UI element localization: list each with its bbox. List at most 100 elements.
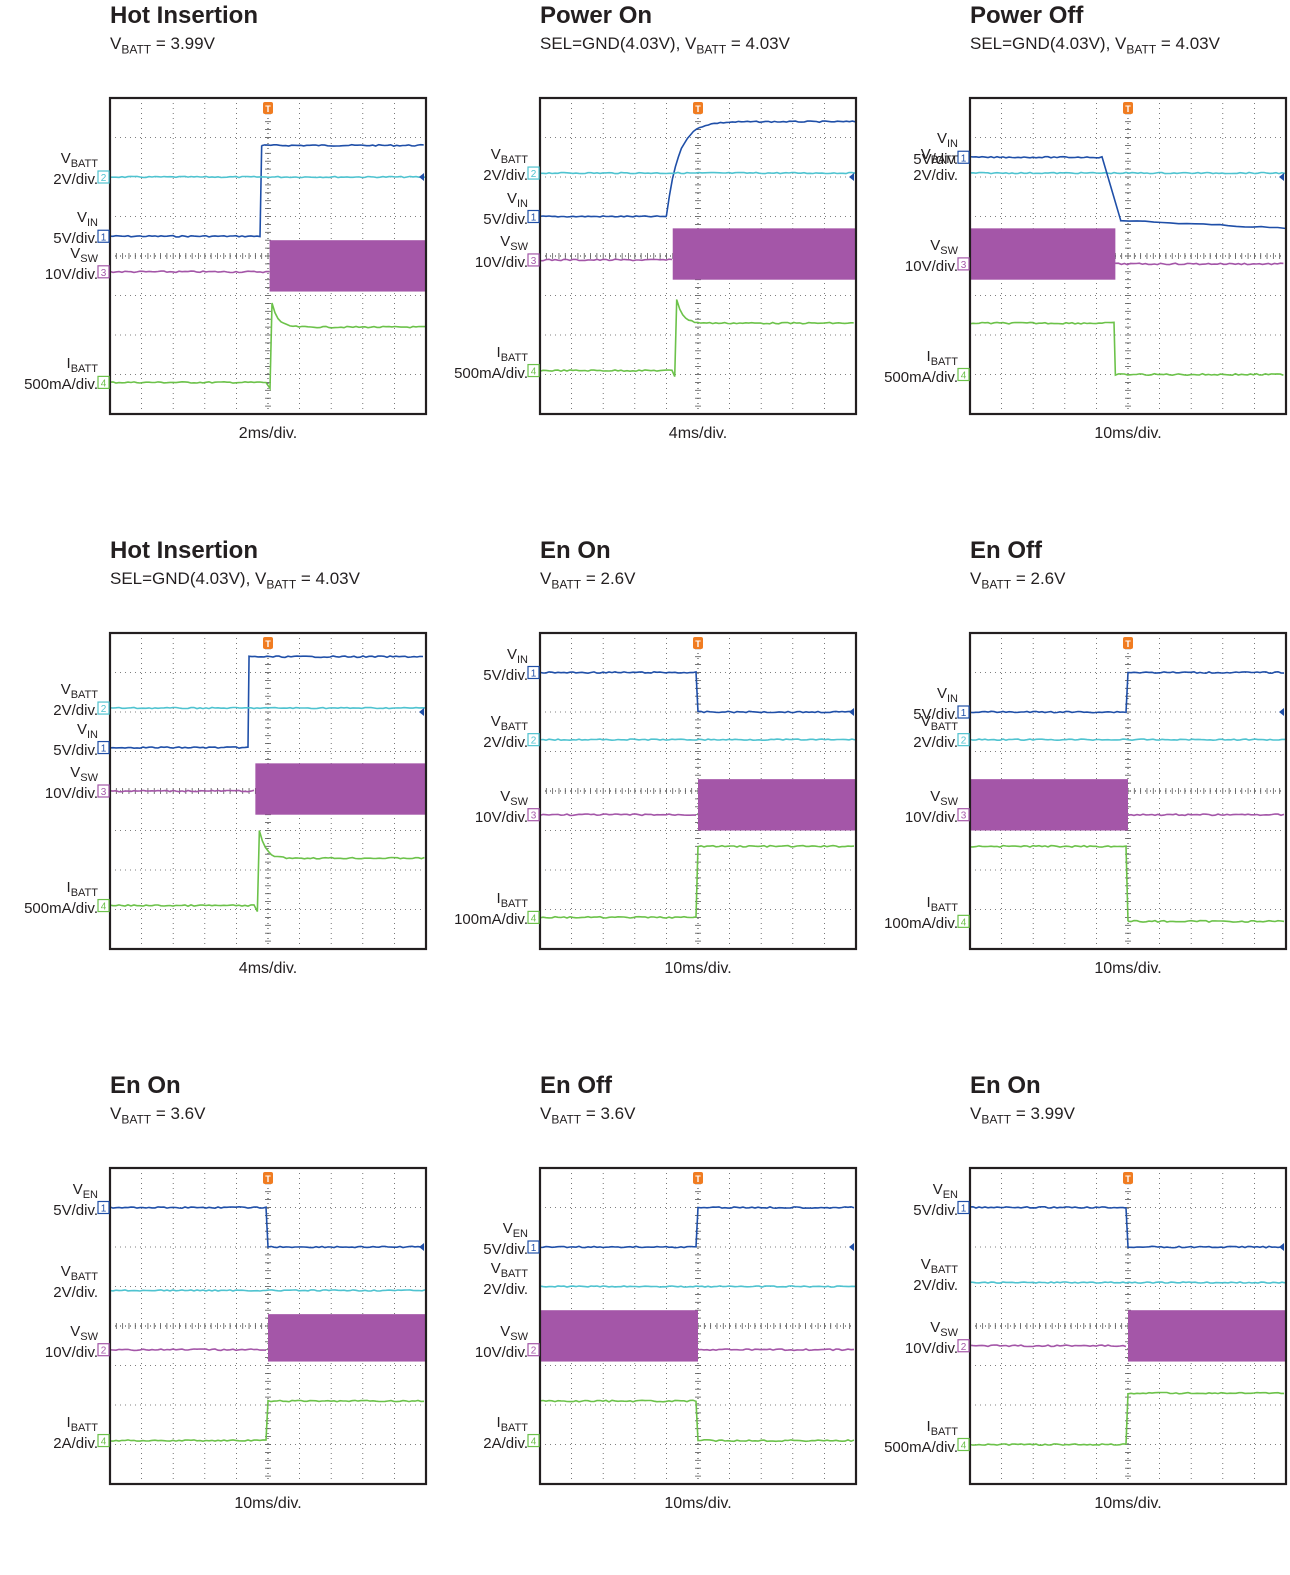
channel-name-sub: BATT bbox=[500, 720, 528, 733]
scope-panel: En On VBATT = 2.6V T 1 2 3 4 VIN 5V/div. VBATT 2V/… bbox=[430, 535, 860, 1040]
channel-marker bbox=[97, 740, 110, 755]
trace-ibatt bbox=[109, 302, 425, 391]
subtitle-post: = 2.6V bbox=[581, 569, 636, 588]
channel-marker-label: 3 bbox=[101, 268, 107, 279]
channel-name-sub: BATT bbox=[930, 154, 958, 167]
channel-name: VIN bbox=[53, 210, 98, 231]
channel-name: VBATT bbox=[53, 151, 98, 172]
channel-scale: 500mA/div. bbox=[24, 376, 98, 394]
channel-name: VEN bbox=[483, 1221, 528, 1242]
panel-subtitle: VBATT = 3.6V bbox=[540, 1104, 635, 1126]
trace-ibatt bbox=[969, 844, 1285, 923]
channel-scale: 5V/div. bbox=[913, 706, 958, 723]
scope-panel: Hot Insertion VBATT = 3.99V T 1 2 3 4 VIN 5V/div… bbox=[0, 0, 430, 505]
channel-label-vbatt: VBATT 2V/div. bbox=[913, 713, 958, 751]
panel-subtitle: VBATT = 3.99V bbox=[970, 1104, 1075, 1126]
trigger-marker-label: T bbox=[695, 639, 701, 649]
trace-vin bbox=[969, 155, 1287, 230]
channel-name-text: V bbox=[490, 146, 501, 164]
channel-scale: 100mA/div. bbox=[454, 911, 528, 929]
channel-label-vin: VIN 5V/div. bbox=[53, 210, 98, 247]
channel-marker bbox=[957, 808, 970, 822]
channel-scale: 500mA/div. bbox=[454, 364, 528, 382]
scope-panel: En On VBATT = 3.6V T 1 2 4 VEN 5V/div. VBATT 2V/d… bbox=[0, 1070, 430, 1575]
timebase-label: 10ms/div. bbox=[664, 960, 732, 977]
channel-label-ibatt: IBATT 500mA/div. bbox=[454, 344, 528, 382]
channel-name: VIN bbox=[913, 131, 958, 152]
channel-scale: 2V/div. bbox=[913, 1276, 958, 1294]
oscilloscope-screen: T 1 3 4 bbox=[957, 96, 1288, 416]
panel-title: En Off bbox=[970, 537, 1042, 564]
channel-scale: 10V/div. bbox=[474, 1343, 528, 1361]
trigger-level-icon bbox=[1279, 708, 1284, 716]
channel-marker bbox=[527, 363, 540, 378]
trace-vsw-switching-band bbox=[268, 1314, 426, 1362]
channel-name-sub: BATT bbox=[70, 158, 98, 170]
channel-label-vsw: VSW 10V/div. bbox=[475, 233, 528, 271]
channel-label-vin: VEN 5V/div. bbox=[483, 1221, 528, 1258]
channel-marker bbox=[527, 209, 540, 224]
channel-scale: 2V/div. bbox=[483, 1280, 528, 1298]
channel-marker-label: 1 bbox=[101, 744, 107, 755]
trigger-marker bbox=[263, 102, 273, 114]
channel-name-text: V bbox=[70, 244, 81, 262]
channel-name: VSW bbox=[45, 765, 98, 786]
trace-vin bbox=[969, 670, 1285, 714]
channel-label-vin: VIN 5V/div. bbox=[483, 646, 528, 684]
channel-marker bbox=[97, 898, 110, 913]
subtitle-pre: V bbox=[970, 569, 982, 588]
trace-vbatt bbox=[109, 175, 426, 179]
channel-marker bbox=[957, 733, 970, 747]
trigger-level-icon bbox=[849, 708, 854, 716]
panel-subtitle: VBATT = 3.6V bbox=[110, 1104, 205, 1126]
channel-name-text: V bbox=[932, 1180, 943, 1198]
channel-marker-label: 4 bbox=[531, 913, 537, 924]
channel-name: IBATT bbox=[884, 348, 958, 370]
subtitle-sub: BATT bbox=[696, 42, 727, 57]
scope-frame bbox=[538, 631, 858, 951]
scope-frame bbox=[968, 96, 1288, 416]
channel-label-vsw: VSW 10V/div. bbox=[905, 1319, 958, 1357]
trigger-level-icon bbox=[419, 173, 424, 181]
channel-marker-label: 3 bbox=[961, 260, 967, 271]
channel-name-text: V bbox=[70, 764, 81, 781]
trace-vsw-idle bbox=[109, 1348, 267, 1352]
subtitle-pre: V bbox=[970, 1104, 982, 1123]
channel-marker-label: 4 bbox=[961, 371, 967, 382]
channel-marker-label: 3 bbox=[101, 787, 107, 798]
channel-marker bbox=[957, 367, 970, 382]
subtitle-pre: V bbox=[540, 1104, 552, 1123]
channel-name: IBATT bbox=[24, 356, 98, 377]
channel-name-text: I bbox=[496, 1413, 501, 1431]
channel-name-sub: SW bbox=[940, 244, 958, 257]
channel-name-text: V bbox=[76, 209, 87, 227]
trace-vbatt bbox=[109, 706, 426, 710]
channel-name: VSW bbox=[475, 1323, 528, 1345]
channel-scale: 2V/div. bbox=[913, 733, 958, 751]
trace-vin bbox=[539, 1205, 855, 1249]
oscilloscope-screen: T 1 2 3 4 bbox=[97, 631, 428, 951]
channel-name-sub: IN bbox=[87, 728, 98, 741]
trigger-marker bbox=[263, 1172, 273, 1184]
scope-frame bbox=[108, 96, 428, 416]
channel-scale: 2V/div. bbox=[913, 167, 958, 185]
channel-marker bbox=[527, 253, 540, 267]
channel-name-text: V bbox=[920, 146, 931, 164]
channel-scale: 2V/div. bbox=[483, 167, 528, 185]
trace-vin bbox=[539, 120, 856, 218]
channel-scale: 5V/div. bbox=[913, 151, 958, 169]
subtitle-sub: BATT bbox=[121, 1112, 152, 1127]
channel-marker-label: 2 bbox=[101, 173, 107, 184]
channel-name-sub: IN bbox=[947, 693, 958, 705]
channel-label-vbatt: VBATT 2V/div. bbox=[913, 147, 958, 184]
channel-scale: 2V/div. bbox=[53, 1284, 98, 1302]
trace-vsw-switching-band bbox=[672, 228, 856, 280]
channel-marker-label: 2 bbox=[531, 169, 537, 180]
trace-vin bbox=[109, 1205, 425, 1249]
panel-title: En On bbox=[540, 537, 611, 564]
channel-marker bbox=[97, 375, 110, 389]
channel-marker-label: 2 bbox=[961, 736, 967, 747]
trigger-level-icon bbox=[849, 1243, 854, 1251]
subtitle-post: = 4.03V bbox=[726, 34, 790, 53]
channel-name: VBATT bbox=[913, 1256, 958, 1278]
